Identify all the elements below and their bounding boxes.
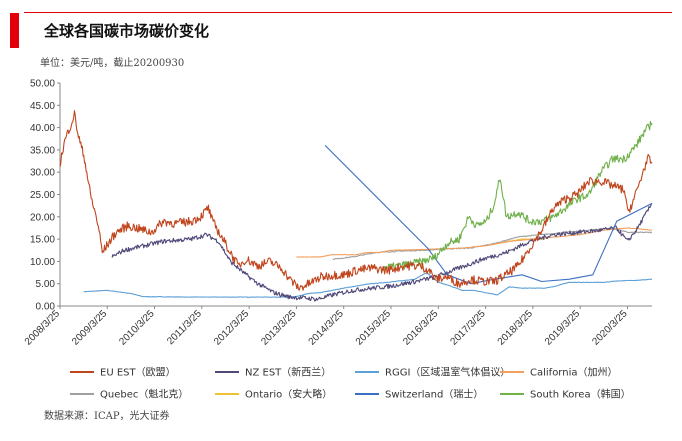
title-accent-bar [10, 13, 19, 48]
unit-note: 单位：美元/吨，截止20200930 [40, 58, 185, 69]
y-tick-label: 30.00 [30, 168, 55, 179]
x-tick-label: 2020/3/25 [590, 308, 630, 348]
legend-label: Switzerland（瑞士） [385, 388, 483, 401]
y-tick-label: 35.00 [30, 145, 55, 156]
series-line-7 [381, 120, 653, 272]
x-tick-label: 2019/3/25 [543, 308, 583, 348]
x-tick-label: 2018/3/25 [496, 308, 536, 348]
legend-label: EU EST（欧盟） [100, 367, 176, 379]
y-tick-label: 0.00 [36, 302, 56, 313]
y-tick-label: 40.00 [30, 123, 55, 134]
y-tick-label: 5.00 [36, 279, 56, 290]
source-note: 数据来源：ICAP，光大证券 [44, 411, 170, 422]
x-tick-label: 2016/3/25 [401, 308, 441, 348]
x-tick-label: 2008/3/25 [23, 308, 63, 348]
series-line-0 [59, 110, 653, 291]
x-tick-label: 2014/3/25 [307, 308, 347, 348]
legend-label: NZ EST（新西兰） [245, 366, 331, 379]
y-tick-label: 25.00 [30, 190, 55, 201]
x-tick-label: 2013/3/25 [259, 308, 299, 348]
y-tick-label: 10.00 [30, 257, 55, 268]
legend-label: South Korea（韩国） [530, 388, 631, 401]
y-tick-label: 20.00 [30, 212, 55, 223]
chart-legend: EU EST（欧盟） NZ EST（新西兰） RGGI（区域温室气体倡议） Calif… [70, 366, 631, 401]
page-title: 全球各国碳市场碳价变化 [44, 22, 210, 40]
x-tick-label: 2009/3/25 [70, 308, 110, 348]
legend-label: California（加州） [530, 367, 618, 379]
y-tick-label: 45.00 [30, 101, 55, 112]
legend-label: Quebec（魁北克） [100, 388, 188, 401]
header-rule [24, 12, 672, 13]
chart-series [59, 110, 653, 302]
x-tick-label: 2017/3/25 [448, 308, 488, 348]
y-tick-label: 15.00 [30, 235, 55, 246]
series-line-4 [332, 227, 653, 260]
legend-label: RGGI（区域温室气体倡议） [385, 366, 510, 379]
series-line-6 [324, 145, 653, 285]
series-line-3 [296, 227, 653, 258]
y-tick-label: 50.00 [30, 79, 55, 90]
x-tick-label: 2012/3/25 [212, 308, 252, 348]
series-line-2 [83, 272, 653, 298]
series-line-1 [111, 203, 653, 302]
x-tick-label: 2011/3/25 [165, 308, 204, 347]
x-tick-label: 2015/3/25 [354, 308, 394, 348]
legend-label: Ontario（安大略） [245, 388, 332, 401]
x-tick-label: 2010/3/25 [117, 308, 157, 348]
